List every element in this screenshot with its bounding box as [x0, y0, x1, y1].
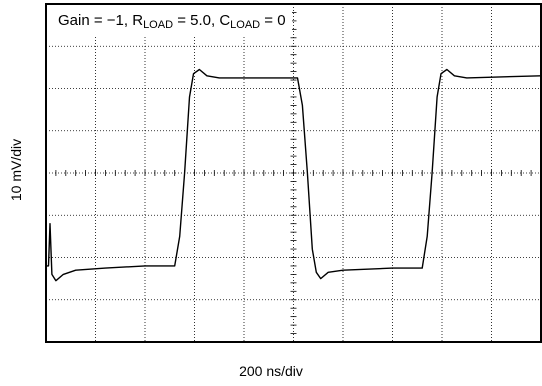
y-axis-label: 10 mV/div: [8, 138, 24, 202]
title-c: C: [219, 12, 231, 29]
title-r-value: = 5.0,: [173, 12, 220, 29]
title-gain: Gain = −1,: [58, 12, 133, 29]
chart-title: Gain = −1, RLOAD = 5.0, CLOAD = 0: [52, 6, 292, 36]
title-c-value: = 0: [260, 12, 286, 29]
x-axis-label: 200 ns/div: [239, 363, 303, 379]
waveform-trace: [46, 68, 542, 282]
title-r: R: [132, 12, 144, 29]
title-r-subscript: LOAD: [143, 19, 174, 31]
title-c-subscript: LOAD: [230, 19, 261, 31]
plot-frame: [45, 3, 542, 343]
center-axis-ticks: [55, 12, 532, 334]
y-axis-label-wrap: 10 mV/div: [6, 139, 26, 201]
